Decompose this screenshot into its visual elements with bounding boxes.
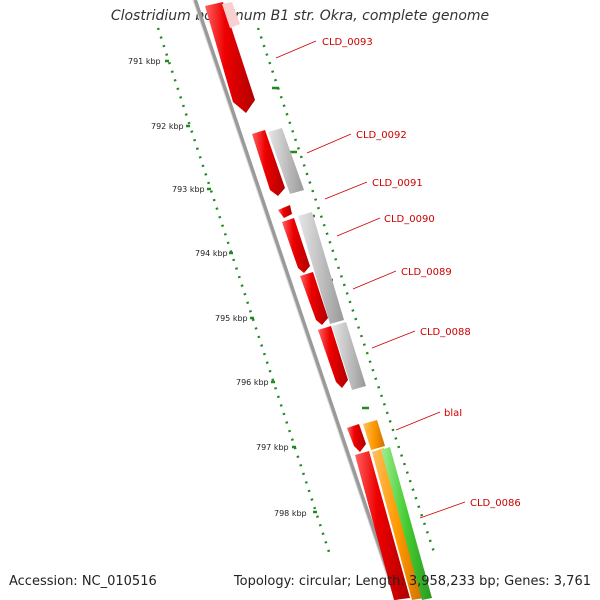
orange-track [363,420,424,600]
tick-label: 793 kbp [172,185,205,194]
cds-feature[interactable] [205,2,255,113]
tick-labels: 791 kbp 792 kbp 793 kbp 794 kbp 795 kbp … [128,57,307,518]
tick-label: 798 kbp [274,509,307,518]
accession-text: Accession: NC_010516 [9,574,157,589]
cds-feature[interactable] [318,326,348,388]
gray-feature[interactable] [298,212,344,324]
genome-summary-text: Topology: circular; Length: 3,958,233 bp… [233,574,591,589]
green-feature[interactable] [381,447,432,600]
gene-labels: CLD_0093 CLD_0092 CLD_0091 CLD_0090 CLD_… [322,37,521,509]
gene-label[interactable]: CLD_0093 [322,37,373,48]
gray-track [268,128,366,390]
gene-label[interactable]: CLD_0090 [384,214,435,225]
cds-feature[interactable] [252,130,285,196]
tick-label: 791 kbp [128,57,161,66]
gene-label[interactable]: CLD_0088 [420,327,471,338]
pale-feature[interactable] [222,2,240,28]
gene-label[interactable]: CLD_0092 [356,130,407,141]
genome-backbone-highlight [192,0,396,600]
cds-track [205,2,410,600]
cds-feature[interactable] [282,218,310,273]
gray-feature[interactable] [332,322,366,390]
inner-ticks [165,59,317,514]
outer-ruler [256,27,437,556]
genome-backbone [193,0,399,600]
gene-label[interactable]: CLD_0089 [401,267,452,278]
tick-label: 792 kbp [151,122,184,131]
cds-feature[interactable] [278,205,292,218]
cds-feature[interactable] [347,424,366,452]
gene-label[interactable]: CLD_0091 [372,178,423,189]
orange-feature[interactable] [363,420,385,450]
gene-label[interactable]: blaI [444,408,462,419]
genome-title: Clostridium botulinum B1 str. Okra, comp… [110,8,490,24]
tick-label: 794 kbp [195,249,228,258]
tick-label: 795 kbp [215,314,248,323]
tick-label: 796 kbp [236,378,269,387]
cds-feature[interactable] [300,272,328,325]
gray-feature[interactable] [268,128,304,194]
label-leaders [275,40,466,519]
cds-feature[interactable] [355,451,410,600]
orange-feature[interactable] [372,448,424,600]
gene-label[interactable]: CLD_0086 [470,498,521,509]
tick-label: 797 kbp [256,443,289,452]
